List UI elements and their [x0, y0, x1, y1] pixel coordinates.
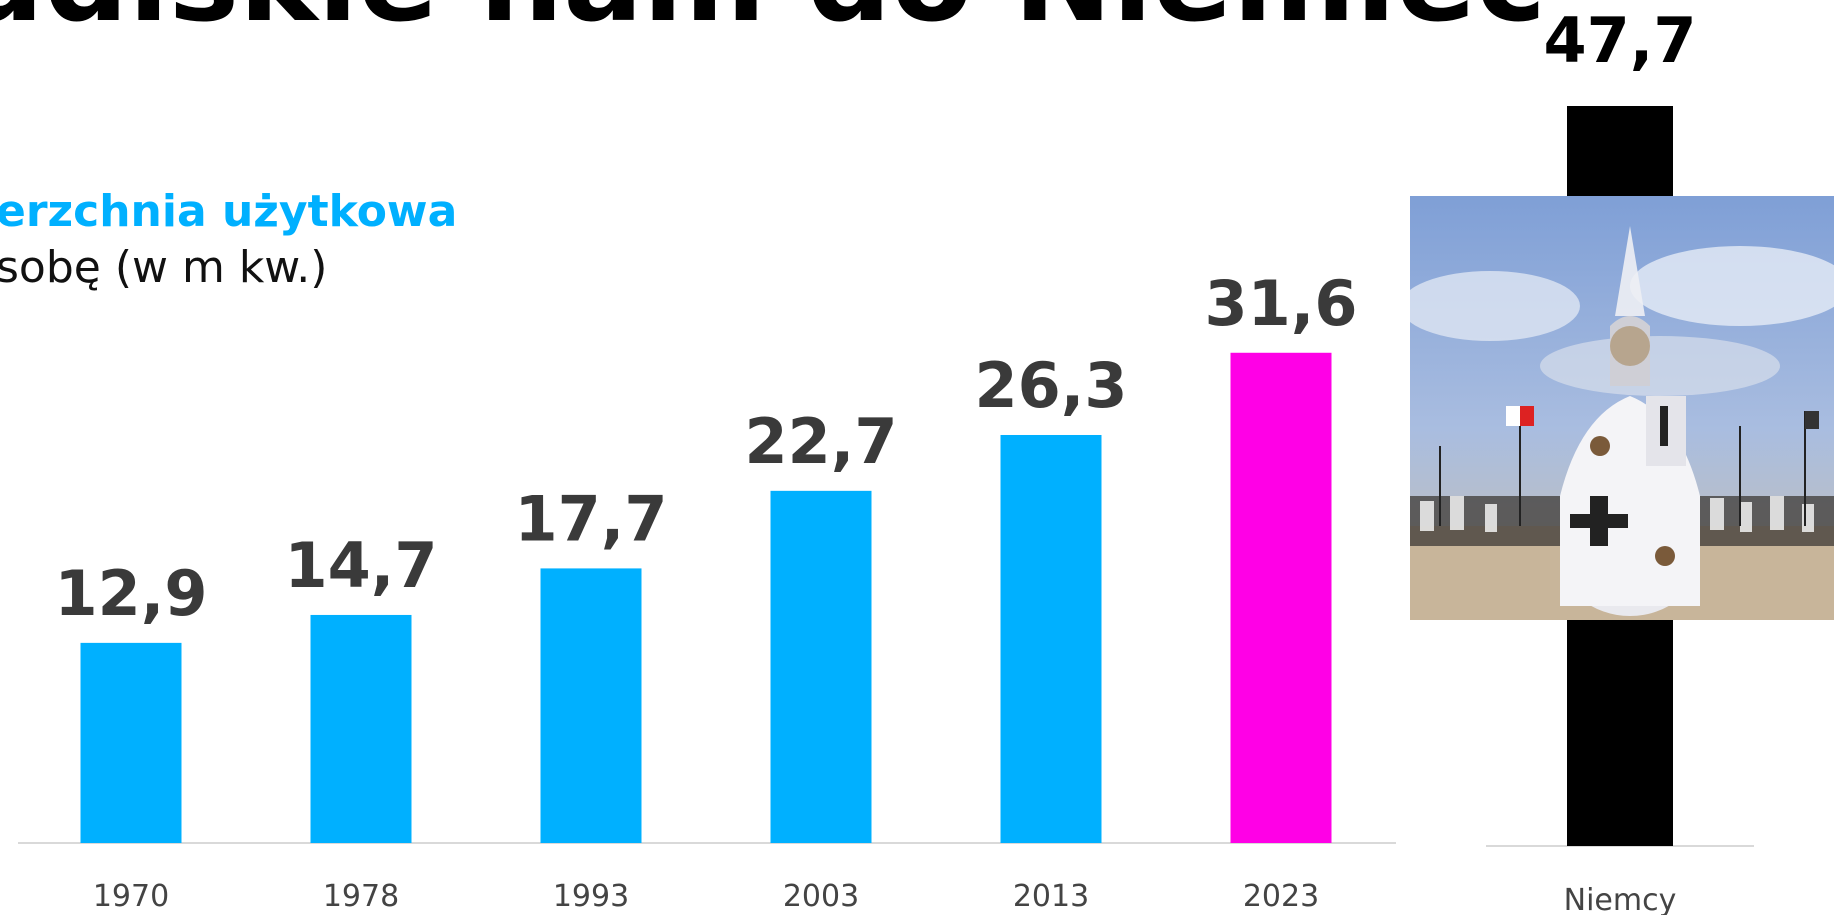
tick-label-2013: 2013 [1013, 879, 1089, 914]
data-label-Niemcy: 47,7 [1544, 4, 1697, 77]
chart-subtitle-accent: erzchnia użytkowa [0, 186, 457, 237]
chart-subtitle: sobę (w m kw.) [0, 242, 327, 293]
bar-2003 [770, 490, 872, 843]
data-label-2023: 31,6 [1205, 267, 1358, 340]
bar-2023 [1230, 352, 1332, 843]
data-label-2013: 26,3 [975, 349, 1128, 422]
bar-1970 [80, 642, 182, 843]
data-label-1993: 17,7 [515, 482, 668, 555]
tick-label-Niemcy: Niemcy [1564, 883, 1677, 915]
bar-2013 [1000, 434, 1102, 843]
tick-label-2003: 2003 [783, 879, 859, 914]
tick-label-1993: 1993 [553, 879, 629, 914]
main-bar-chart: 12,9 1970 14,7 1978 17,7 1993 22,7 2003 26,3 2013… [18, 267, 1396, 914]
chart-title: udiskie ham do Niemiec [0, 0, 1546, 48]
tick-label-1978: 1978 [323, 879, 399, 914]
data-label-1970: 12,9 [55, 557, 208, 630]
data-label-2003: 22,7 [745, 405, 898, 478]
data-label-1978: 14,7 [285, 529, 438, 602]
knight-photo [1410, 196, 1834, 620]
bar-1993 [540, 568, 642, 843]
tick-label-2023: 2023 [1243, 879, 1319, 914]
bar-1978 [310, 614, 412, 843]
tick-label-1970: 1970 [93, 879, 169, 914]
